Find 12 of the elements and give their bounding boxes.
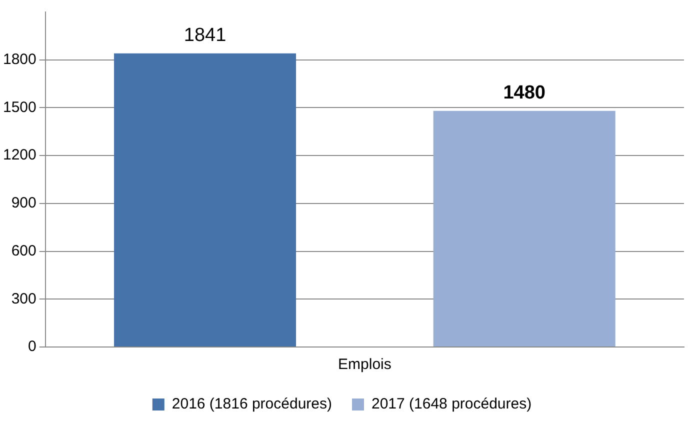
x-tick-label: Emplois — [338, 356, 392, 374]
legend-label: 2017 (1648 procédures) — [372, 396, 532, 413]
y-tick-label: 0 — [28, 338, 36, 356]
y-tick-label: 300 — [11, 290, 36, 308]
y-tick-label: 1200 — [2, 146, 36, 164]
y-tick-label: 600 — [11, 242, 36, 260]
y-tick-label: 900 — [11, 194, 36, 212]
y-tick-label: 1500 — [2, 98, 36, 116]
y-tick-label: 1800 — [2, 51, 36, 68]
data-label: 1480 — [503, 82, 546, 104]
data-label: 1841 — [184, 25, 226, 46]
legend-label: 2016 (1816 procédures) — [172, 396, 332, 413]
